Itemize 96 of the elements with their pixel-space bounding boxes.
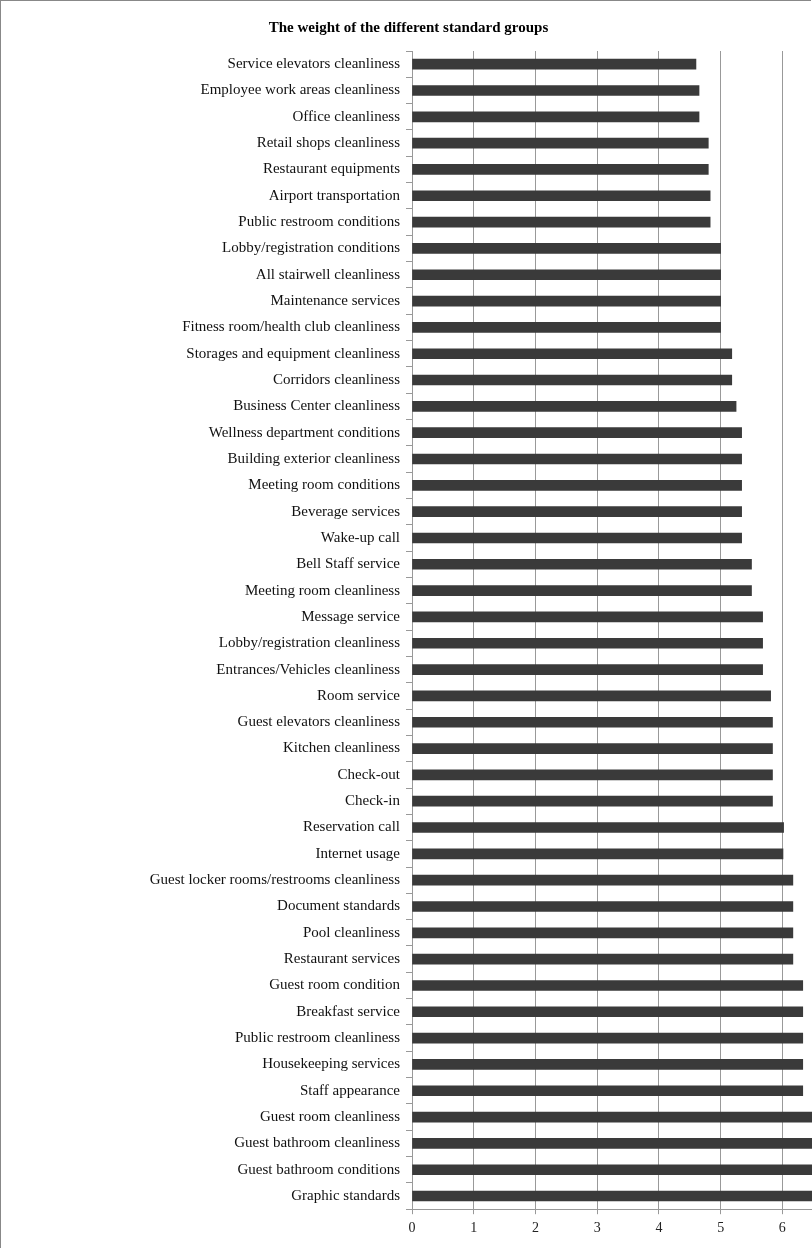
bar bbox=[412, 480, 742, 491]
y-tick-label: Kitchen cleanliness bbox=[282, 739, 401, 756]
y-tick-label: Breakfast service bbox=[296, 1002, 401, 1019]
x-tick-label: 3 bbox=[593, 1220, 601, 1236]
y-tick-label: Storages and equipment cleanliness bbox=[186, 344, 401, 361]
x-tick-label: 2 bbox=[531, 1220, 539, 1236]
y-tick-label: Beverage services bbox=[291, 502, 401, 519]
bar bbox=[412, 532, 742, 544]
bar bbox=[412, 269, 721, 281]
y-tick-label: Document standards bbox=[277, 897, 401, 914]
y-tick-label: Entrances/Vehicles cleanliness bbox=[216, 660, 401, 677]
bar bbox=[412, 164, 709, 175]
bar bbox=[412, 690, 771, 702]
y-tick-label: Check-out bbox=[337, 765, 401, 782]
y-tick-label: Airport transportation bbox=[268, 186, 401, 203]
x-tick-label: 1 bbox=[470, 1220, 478, 1236]
y-tick-label: Check-in bbox=[345, 792, 401, 809]
y-tick-label: Pool cleanliness bbox=[302, 923, 401, 940]
y-tick-label: Building exterior cleanliness bbox=[227, 449, 401, 466]
bar bbox=[412, 374, 733, 386]
bar bbox=[412, 822, 784, 833]
y-tick-label: All stairwell cleanliness bbox=[255, 265, 401, 282]
y-tick-label: Maintenance services bbox=[270, 292, 401, 308]
bar bbox=[412, 558, 752, 570]
bar bbox=[412, 611, 763, 623]
bar bbox=[412, 637, 763, 649]
y-tick-label: Bell Staff service bbox=[296, 555, 401, 572]
bar bbox=[412, 1164, 812, 1176]
y-tick-label: Business Center cleanliness bbox=[233, 397, 401, 414]
bar bbox=[412, 453, 742, 465]
bar bbox=[412, 427, 742, 439]
y-tick-label: Wellness department conditions bbox=[208, 423, 401, 440]
bar bbox=[412, 1111, 812, 1123]
y-tick-label: Guest elevators cleanliness bbox=[237, 713, 401, 730]
bar bbox=[412, 1032, 804, 1044]
y-tick-label: Fitness room/health club cleanliness bbox=[182, 318, 401, 335]
x-tick-label: 4 bbox=[655, 1220, 663, 1236]
bar bbox=[412, 901, 794, 912]
y-tick-label: Guest room cleanliness bbox=[260, 1108, 401, 1125]
y-tick-label: Message service bbox=[301, 607, 401, 624]
bar bbox=[412, 295, 721, 307]
y-tick-label: Staff appearance bbox=[299, 1081, 401, 1098]
y-tick-label: Reservation call bbox=[302, 818, 400, 835]
y-tick-label: Restaurant equipments bbox=[262, 160, 401, 177]
bar bbox=[412, 848, 784, 860]
bar bbox=[412, 322, 721, 333]
y-tick-label: Restaurant services bbox=[283, 950, 401, 967]
bar bbox=[412, 348, 733, 360]
bar bbox=[412, 1006, 804, 1018]
y-tick-label: Meeting room cleanliness bbox=[245, 581, 401, 598]
bar bbox=[412, 1190, 812, 1202]
y-tick-label: Retail shops cleanliness bbox=[256, 134, 401, 151]
bar bbox=[412, 85, 700, 96]
bar bbox=[412, 953, 794, 965]
x-tick-label: 0 bbox=[408, 1220, 416, 1236]
y-tick-label: Graphic standards bbox=[291, 1186, 401, 1203]
bar bbox=[412, 401, 737, 412]
y-tick-label: Public restroom cleanliness bbox=[235, 1029, 401, 1046]
bar bbox=[412, 664, 763, 675]
chart-title: The weight of the different standard groups bbox=[268, 18, 549, 35]
y-tick-label: Lobby/registration conditions bbox=[222, 239, 401, 256]
bar bbox=[412, 1085, 804, 1097]
bar bbox=[412, 585, 752, 596]
bar bbox=[412, 1138, 812, 1149]
bar bbox=[412, 927, 794, 939]
y-tick-label: Corridors cleanliness bbox=[272, 370, 401, 387]
bar bbox=[412, 1059, 804, 1070]
bar bbox=[412, 743, 773, 754]
y-tick-label: Office cleanliness bbox=[292, 107, 401, 124]
bar bbox=[412, 795, 773, 807]
y-tick-label: Meeting room conditions bbox=[248, 476, 401, 493]
x-tick-label: 5 bbox=[717, 1220, 725, 1236]
bar bbox=[412, 506, 742, 517]
y-tick-label: Public restroom conditions bbox=[238, 213, 401, 230]
bar bbox=[412, 243, 721, 254]
y-tick-label: Guest locker rooms/restrooms cleanliness bbox=[149, 871, 401, 888]
bar bbox=[412, 874, 794, 886]
y-tick-label: Guest bathroom cleanliness bbox=[234, 1134, 401, 1151]
y-tick-label: Room service bbox=[317, 686, 401, 703]
bar bbox=[412, 716, 773, 728]
bar bbox=[412, 980, 804, 991]
y-tick-label: Employee work areas cleanliness bbox=[200, 81, 401, 98]
y-tick-label: Guest room condition bbox=[269, 976, 401, 993]
y-tick-label: Wake-up call bbox=[320, 528, 400, 545]
bar bbox=[412, 137, 709, 149]
y-tick-label: Lobby/registration cleanliness bbox=[218, 634, 401, 651]
y-tick-label: Service elevators cleanliness bbox=[227, 55, 401, 72]
bar bbox=[412, 769, 773, 781]
x-tick-label: 6 bbox=[778, 1220, 786, 1236]
bar bbox=[412, 111, 700, 123]
bar bbox=[412, 58, 697, 70]
y-tick-label: Housekeeping services bbox=[262, 1055, 401, 1072]
bar bbox=[412, 190, 711, 202]
bar bbox=[412, 216, 711, 228]
y-tick-label: Internet usage bbox=[315, 844, 401, 861]
y-tick-label: Guest bathroom conditions bbox=[237, 1160, 401, 1177]
